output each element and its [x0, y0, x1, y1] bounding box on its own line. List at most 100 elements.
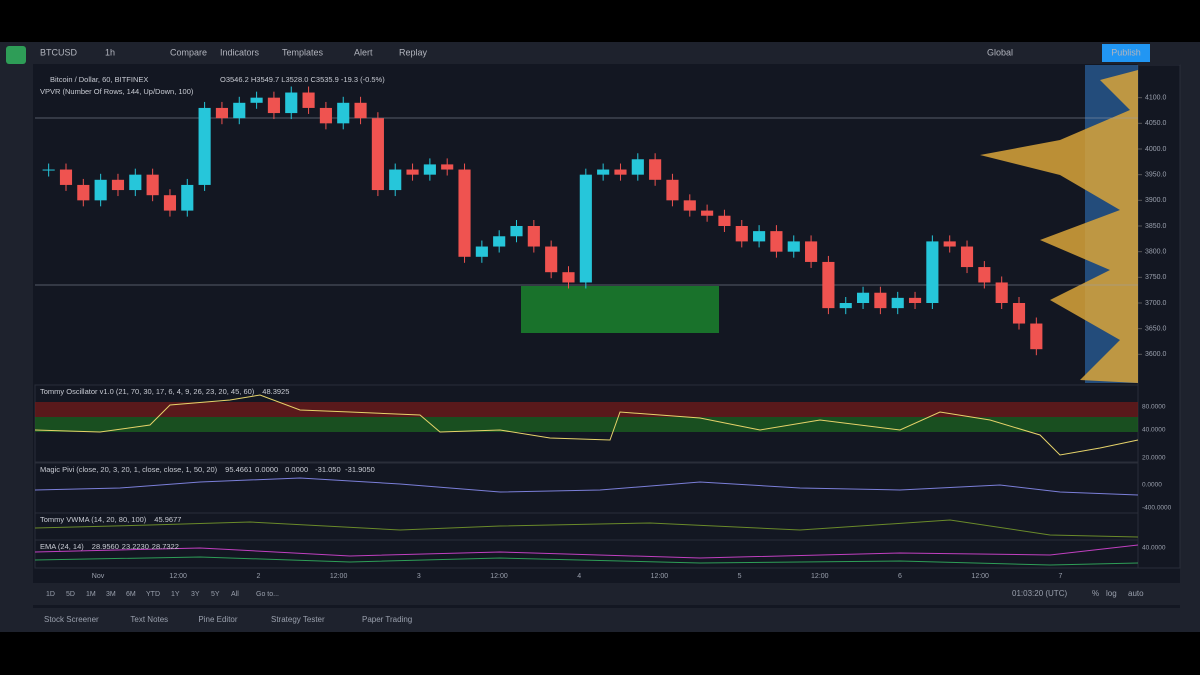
candle	[995, 282, 1008, 303]
candle	[943, 241, 956, 247]
pane-tick: 20.0000	[1142, 455, 1166, 462]
price-axis	[1137, 64, 1181, 569]
layout[interactable]: Global	[987, 47, 1013, 57]
pane-name: Tommy VWMA (14, 20, 80, 100)	[40, 515, 147, 524]
pane-name: Magic Pivi (close, 20, 3, 20, 1, close, …	[40, 465, 218, 474]
pane-name: EMA (24, 14)	[40, 542, 84, 551]
percent-toggle[interactable]: %	[1092, 589, 1099, 598]
left-toolbar	[0, 42, 33, 632]
toolbar-item[interactable]: Replay	[399, 47, 428, 57]
range-button[interactable]: 1D	[46, 591, 55, 598]
candle	[267, 97, 280, 114]
candle	[856, 292, 870, 303]
candle	[129, 174, 142, 191]
log-toggle[interactable]: log	[1106, 589, 1117, 598]
candle	[285, 92, 298, 114]
pane-value: 48.3925	[262, 387, 289, 396]
candle	[527, 226, 540, 247]
pane-tick: 80.0000	[1142, 404, 1166, 411]
candle	[874, 292, 887, 309]
candle	[389, 169, 402, 191]
y-tick-label: 3900.0	[1145, 197, 1167, 204]
ema-line	[34, 556, 1139, 566]
x-tick-label: 3	[417, 573, 421, 580]
candle	[908, 297, 922, 303]
candle	[960, 246, 974, 268]
candle	[1012, 303, 1026, 324]
candle	[683, 200, 696, 211]
y-tick-label: 4050.0	[1145, 120, 1167, 127]
range-button[interactable]: 1M	[86, 591, 96, 598]
candle	[718, 215, 731, 226]
candle	[371, 118, 384, 191]
tab[interactable]: Paper Trading	[362, 615, 412, 624]
tab[interactable]: Strategy Tester	[271, 615, 325, 624]
publish-button[interactable]	[1102, 44, 1150, 62]
range-button[interactable]: 6M	[126, 591, 136, 598]
candle	[181, 184, 194, 211]
symbol[interactable]: BTCUSD	[40, 47, 78, 57]
pane-value: 0.0000	[255, 465, 278, 474]
candle	[822, 261, 835, 309]
osc-band	[35, 417, 1138, 432]
legend-ohlc: O3546.2 H3549.7 L3528.0 C3535.9 -19.3 (-…	[220, 75, 385, 84]
top-toolbar	[33, 42, 1180, 64]
pane-tick: -400.0000	[1142, 505, 1172, 512]
y-tick-label: 3600.0	[1145, 351, 1167, 358]
x-tick-label: 6	[898, 573, 902, 580]
range-button[interactable]: All	[231, 591, 239, 598]
x-tick-label: 4	[577, 573, 581, 580]
osc-band	[35, 402, 1138, 417]
candle	[978, 267, 991, 283]
toolbar-item[interactable]: Templates	[282, 47, 324, 57]
interval[interactable]: 1h	[105, 47, 115, 57]
candle	[562, 272, 575, 283]
candle	[649, 159, 662, 180]
range-button[interactable]: 1Y	[171, 591, 180, 598]
range-button[interactable]: 3Y	[191, 591, 200, 598]
y-tick-label: 3700.0	[1145, 300, 1167, 307]
y-tick-label: 3650.0	[1145, 326, 1167, 333]
tab[interactable]: Text Notes	[130, 615, 168, 624]
candle	[597, 169, 610, 175]
pane-value: 23.2230	[122, 542, 149, 551]
zone-box	[521, 286, 719, 333]
x-tick-label: 5	[738, 573, 742, 580]
candle	[215, 107, 229, 119]
volume-profile-bars	[980, 70, 1138, 383]
range-button[interactable]: YTD	[146, 591, 160, 598]
range-button[interactable]: 5Y	[211, 591, 220, 598]
pane-tick: 0.0000	[1142, 482, 1162, 489]
candle	[406, 169, 419, 175]
y-tick-label: 3950.0	[1145, 172, 1167, 179]
candle	[1030, 323, 1043, 350]
candle	[475, 246, 488, 257]
candle	[666, 179, 679, 201]
x-tick-label: 12:00	[490, 573, 508, 580]
toolbar-item[interactable]: Alert	[354, 47, 373, 57]
tab[interactable]: Stock Screener	[44, 615, 99, 624]
candle	[891, 297, 904, 309]
pane-value: 95.4661	[225, 465, 252, 474]
pane-tick: 40.0000	[1142, 427, 1166, 434]
pane-tick: 40.0000	[1142, 545, 1166, 552]
x-tick-label: 2	[256, 573, 260, 580]
candle	[198, 107, 211, 185]
range-button[interactable]: Go to...	[256, 591, 279, 598]
candle	[111, 179, 125, 191]
toolbar-item[interactable]: Indicators	[220, 47, 260, 57]
candle	[701, 210, 714, 216]
candle	[735, 226, 748, 242]
right-toolbar	[1180, 42, 1200, 632]
candle	[77, 184, 90, 201]
publish-label[interactable]: Publish	[1111, 47, 1141, 57]
range-button[interactable]: 3M	[106, 591, 116, 598]
auto-toggle[interactable]: auto	[1128, 589, 1144, 598]
tab[interactable]: Pine Editor	[198, 615, 237, 624]
x-tick-label: 7	[1058, 573, 1062, 580]
pane-value: 45.9677	[154, 515, 181, 524]
legend-title: Bitcoin / Dollar, 60, BITFINEX	[50, 75, 148, 84]
toolbar-item[interactable]: Compare	[170, 47, 207, 57]
x-tick-label: 12:00	[169, 573, 187, 580]
range-button[interactable]: 5D	[66, 591, 75, 598]
